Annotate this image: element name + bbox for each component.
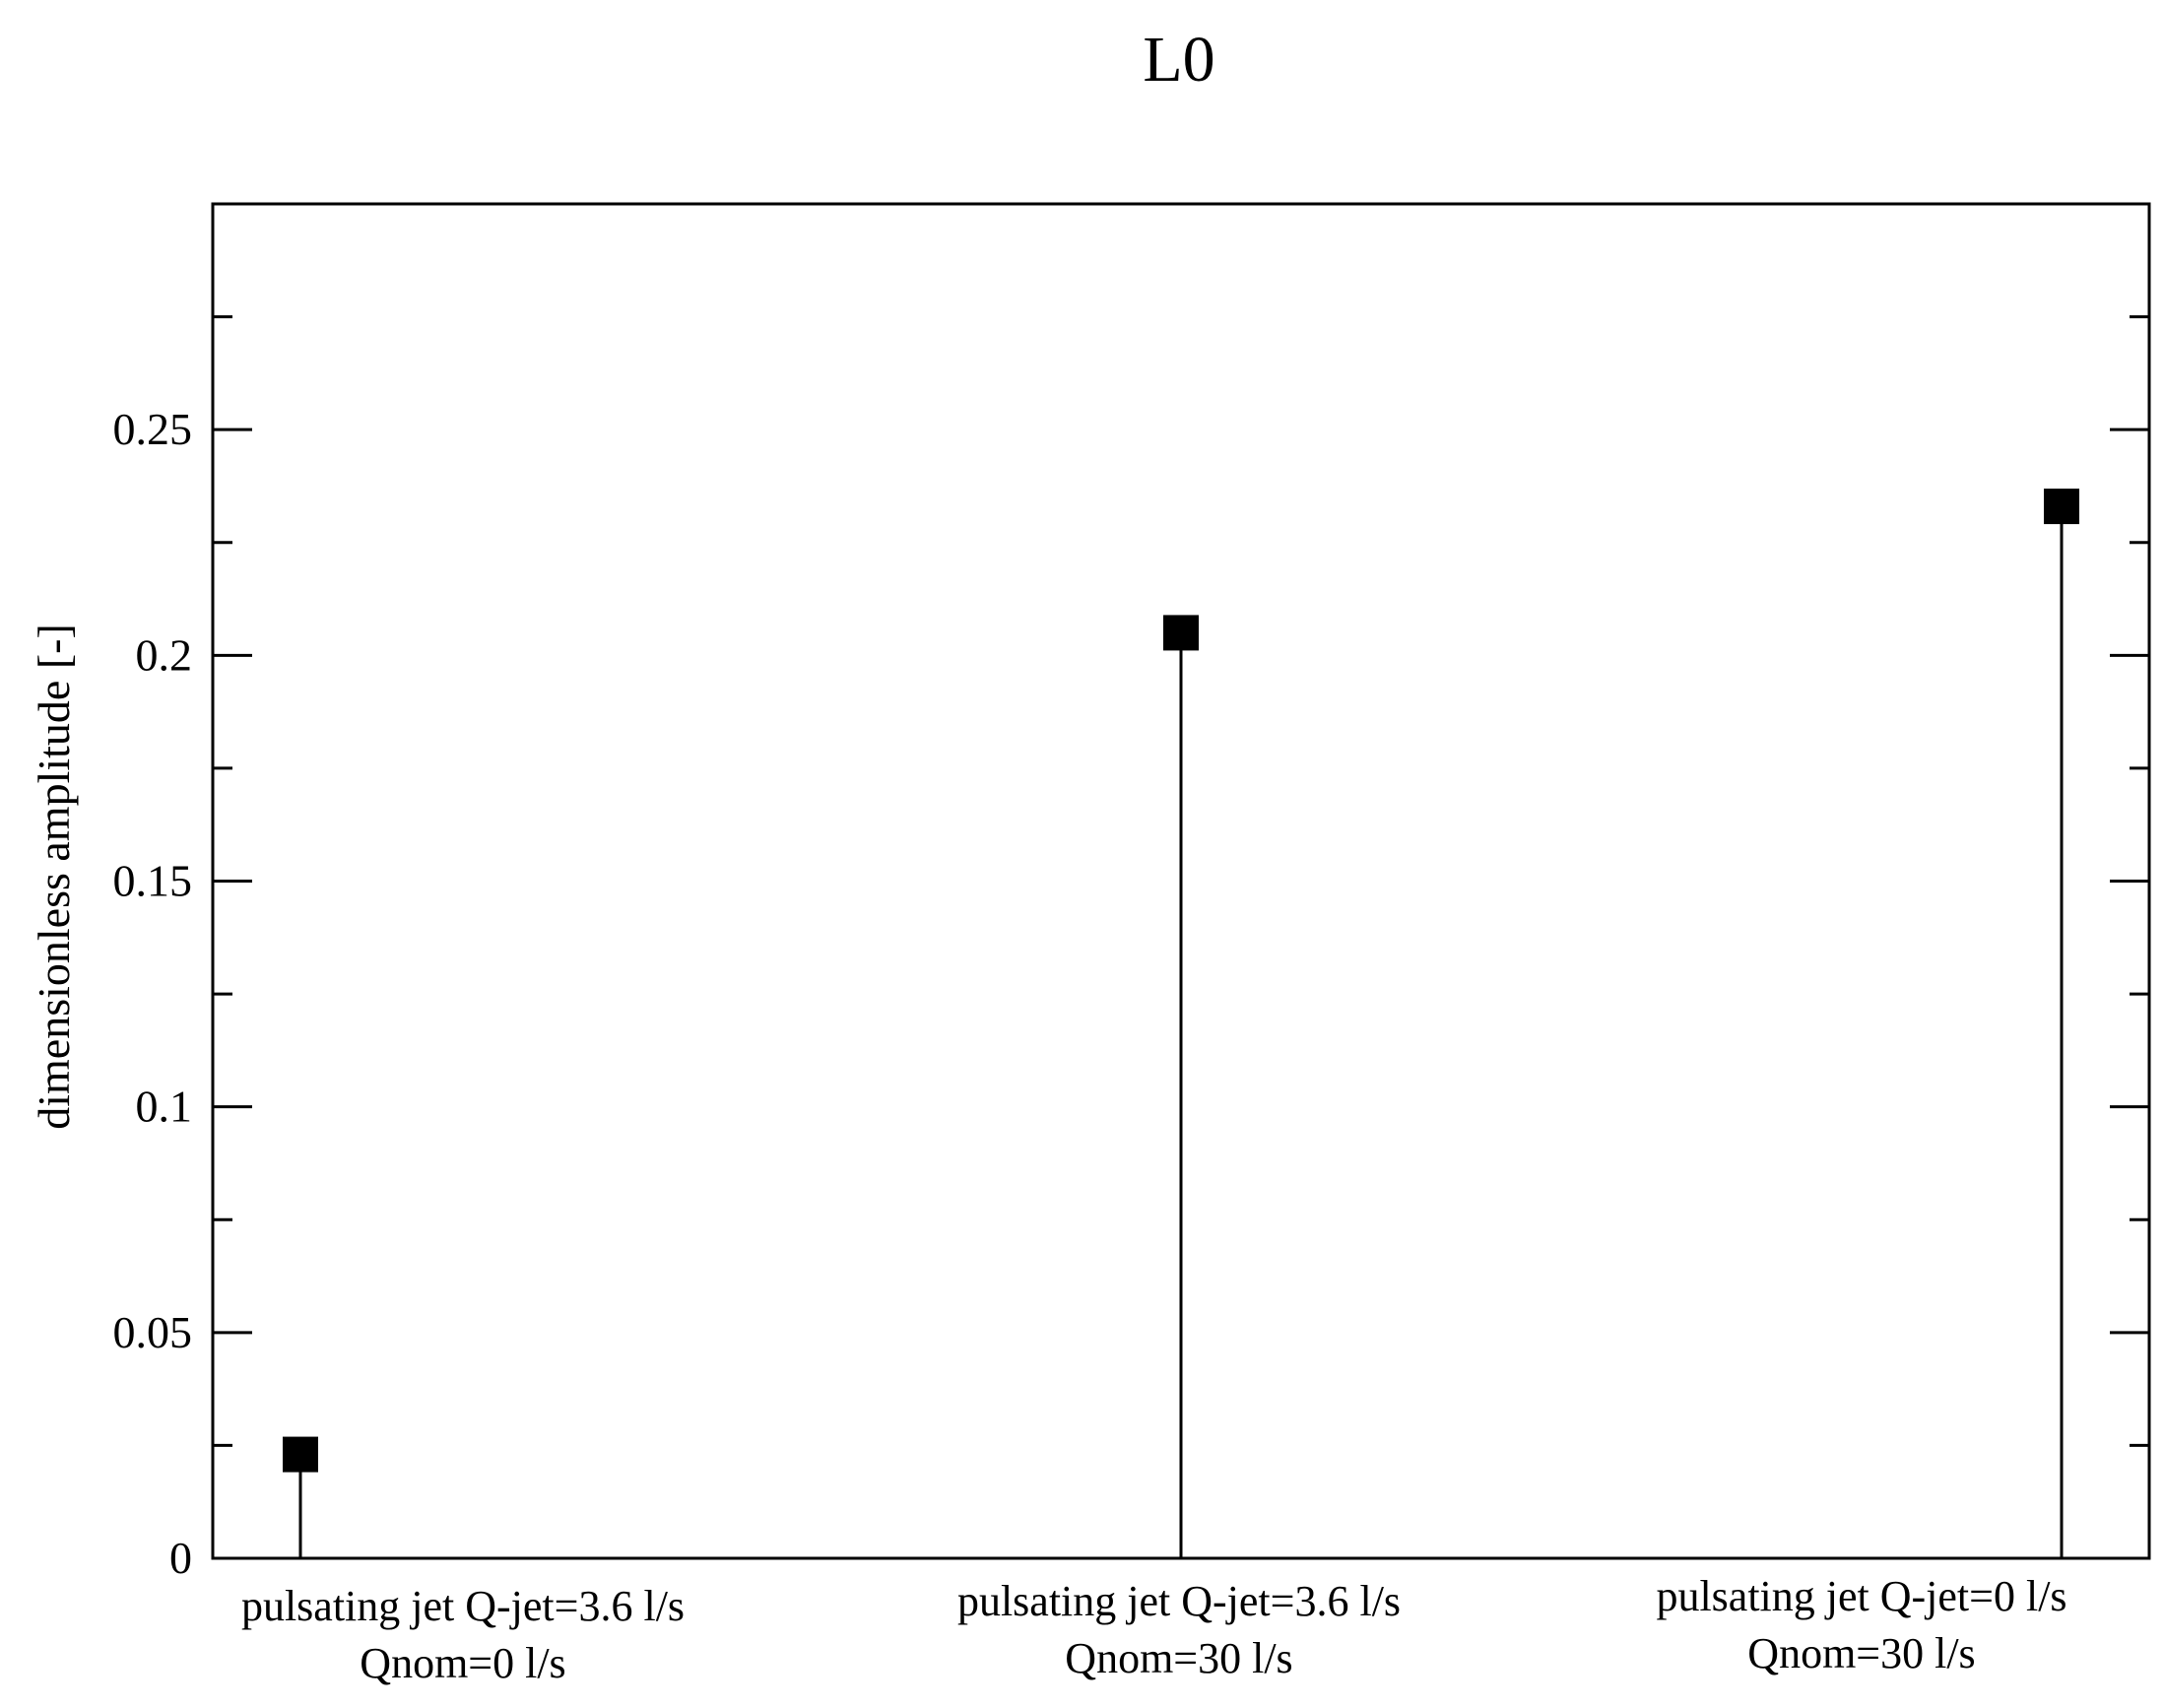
chart-title: L0 bbox=[1143, 24, 1214, 96]
x-category-label: pulsating jet Q-jet=3.6 l/s bbox=[241, 1582, 685, 1630]
x-category-label: Qnom=30 l/s bbox=[1065, 1634, 1292, 1682]
data-point-marker bbox=[2044, 489, 2079, 525]
y-axis-label: dimensionless amplitude [-] bbox=[29, 624, 79, 1130]
y-tick-label: 0.05 bbox=[113, 1307, 193, 1357]
data-markers bbox=[283, 489, 2079, 1473]
y-tick-label: 0.2 bbox=[136, 629, 193, 680]
data-point-marker bbox=[283, 1436, 318, 1473]
y-tick-label: 0.15 bbox=[113, 856, 193, 906]
x-category-label: Qnom=30 l/s bbox=[1747, 1629, 1975, 1677]
y-tick-labels: 0 0.05 0.1 0.15 0.2 0.25 bbox=[113, 404, 193, 1583]
y-tick-label: 0 bbox=[169, 1533, 192, 1583]
y-tick-label: 0.25 bbox=[113, 404, 193, 454]
x-category-label: pulsating jet Q-jet=3.6 l/s bbox=[957, 1577, 1401, 1625]
data-stems bbox=[298, 506, 2064, 1558]
data-point-marker bbox=[1163, 615, 1199, 651]
x-category-label: pulsating jet Q-jet=0 l/s bbox=[1656, 1572, 2066, 1620]
x-category-label: Qnom=0 l/s bbox=[360, 1639, 565, 1687]
y-tick-label: 0.1 bbox=[136, 1082, 193, 1132]
axis-ticks bbox=[213, 315, 2149, 1560]
x-category-labels: pulsating jet Q-jet=3.6 l/s Qnom=0 l/s pul… bbox=[241, 1572, 2067, 1687]
